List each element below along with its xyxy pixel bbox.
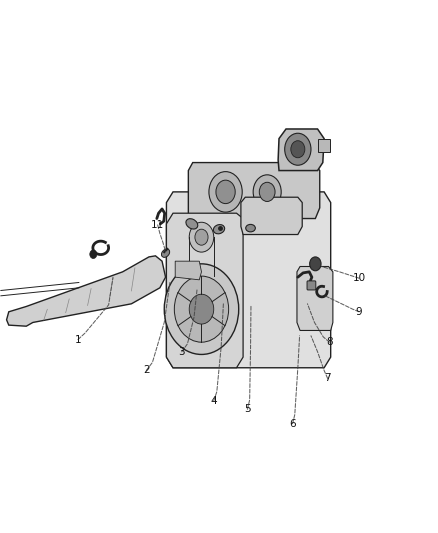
Polygon shape	[166, 192, 331, 368]
Text: 10: 10	[353, 273, 366, 283]
FancyBboxPatch shape	[307, 281, 316, 290]
Circle shape	[310, 257, 321, 271]
Text: 2: 2	[143, 366, 150, 375]
Polygon shape	[175, 261, 201, 280]
Polygon shape	[241, 197, 302, 235]
Circle shape	[174, 276, 229, 342]
Text: 4: 4	[210, 396, 217, 406]
Ellipse shape	[186, 219, 198, 229]
Circle shape	[253, 175, 281, 209]
Ellipse shape	[213, 224, 225, 234]
Polygon shape	[166, 213, 243, 368]
Circle shape	[291, 141, 305, 158]
Text: 6: 6	[289, 419, 296, 429]
Circle shape	[189, 294, 214, 324]
Polygon shape	[188, 163, 320, 219]
Text: 8: 8	[326, 337, 333, 347]
Polygon shape	[318, 139, 330, 152]
Polygon shape	[297, 266, 333, 330]
Circle shape	[216, 180, 235, 204]
Circle shape	[259, 182, 275, 201]
Text: 5: 5	[244, 405, 251, 414]
Text: 3: 3	[178, 347, 185, 357]
Circle shape	[285, 133, 311, 165]
Text: 7: 7	[324, 374, 331, 383]
Circle shape	[209, 172, 242, 212]
Circle shape	[195, 229, 208, 245]
Ellipse shape	[162, 249, 170, 257]
Text: 11: 11	[151, 220, 164, 230]
Ellipse shape	[246, 224, 255, 232]
Text: 9: 9	[356, 307, 363, 317]
Circle shape	[90, 250, 97, 259]
Polygon shape	[278, 129, 324, 171]
Circle shape	[189, 222, 214, 252]
Polygon shape	[7, 256, 166, 326]
Text: 1: 1	[74, 335, 81, 344]
Circle shape	[164, 264, 239, 354]
